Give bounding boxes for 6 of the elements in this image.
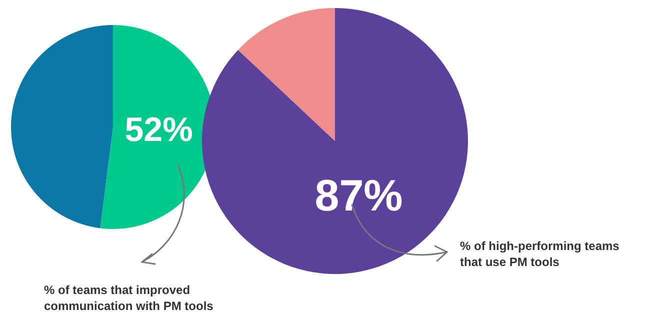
pie-slice [11, 25, 113, 228]
data-label: 87% [314, 171, 403, 220]
text: % of teams that improved communication with PM tools [44, 282, 214, 314]
pie-slice [238, 8, 335, 141]
text: % of high-performing teams that use PM tools [460, 238, 620, 270]
data-label: 52% [124, 110, 193, 149]
